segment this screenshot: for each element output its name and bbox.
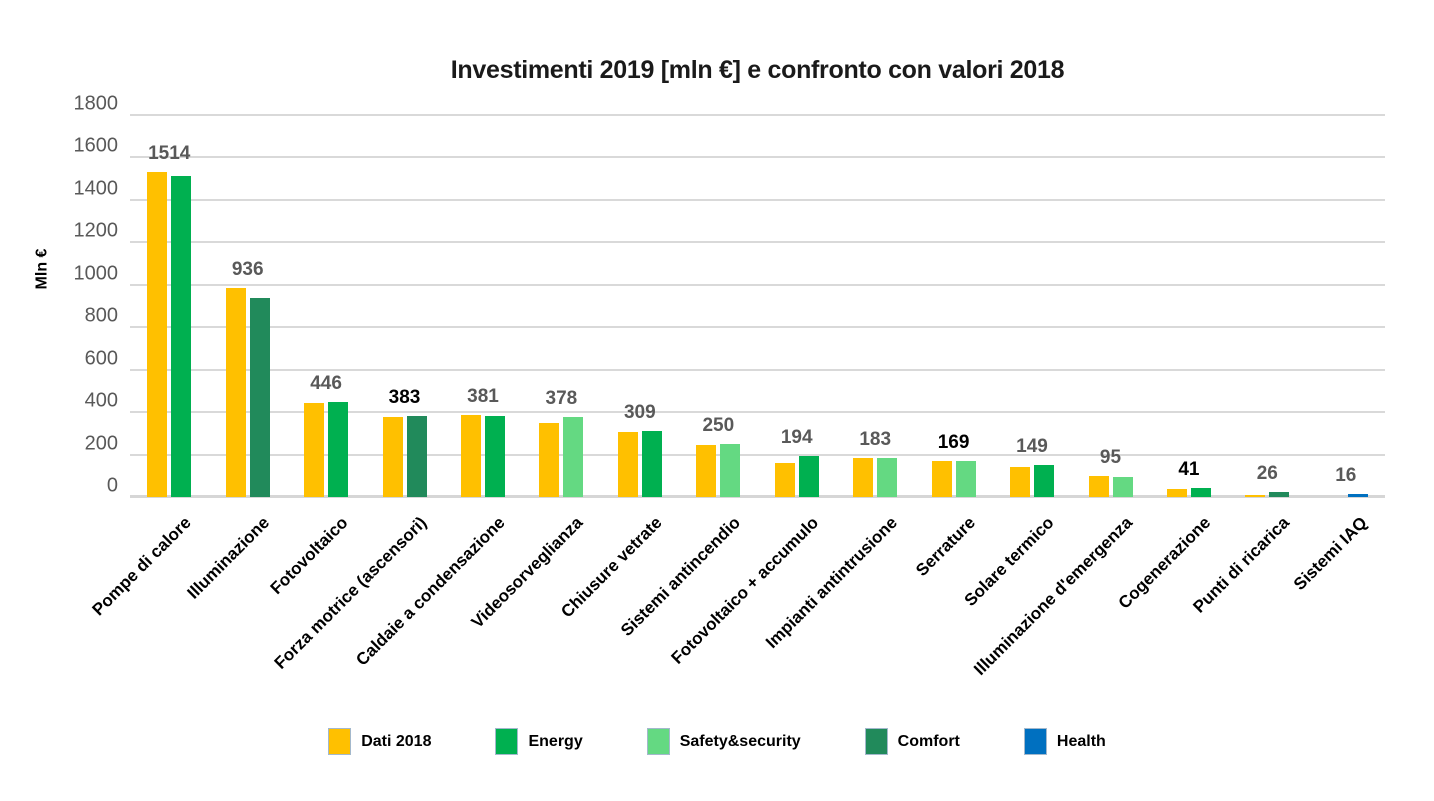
gridline xyxy=(130,156,1385,159)
plot-area: 1514 936 446 383 381 378 309 250 194 183 169 149 95 4… xyxy=(130,114,1385,498)
chart-title: Investimenti 2019 [mln €] e confronto co… xyxy=(450,56,1065,84)
bar-2018 xyxy=(461,415,481,497)
bar-2018 xyxy=(539,422,560,497)
value-label: 194 xyxy=(780,426,813,448)
x-tick-label: Fotovoltaico + accumulo xyxy=(667,513,823,668)
legend-swatch-icon xyxy=(1023,728,1047,755)
legend-item: Dati 2018 xyxy=(328,728,431,755)
value-label: 446 xyxy=(310,373,342,395)
y-tick-label: 1200 xyxy=(73,219,119,242)
bar-2019-energy xyxy=(798,455,819,497)
bar-2018 xyxy=(147,172,168,497)
value-label: 309 xyxy=(623,402,656,424)
value-label: 16 xyxy=(1335,464,1357,486)
x-tick-label: Illuminazione xyxy=(183,513,274,603)
gridline xyxy=(130,198,1385,201)
x-tick-label: Illuminazione d'emergenza xyxy=(969,513,1136,679)
gridline xyxy=(130,283,1385,286)
x-tick-label: Forza motrice (ascensori) xyxy=(270,513,430,673)
legend: Dati 2018 Energy Safety&security Comfort Hea… xyxy=(0,728,1434,755)
bar-2018 xyxy=(304,403,325,497)
y-tick-label: 200 xyxy=(84,432,118,455)
y-tick-label: 1600 xyxy=(73,134,119,157)
legend-swatch-icon xyxy=(646,728,670,755)
bar-2019-comfort xyxy=(1269,491,1290,497)
value-label: 41 xyxy=(1178,459,1200,481)
value-label: 183 xyxy=(859,428,892,450)
bar-2018 xyxy=(774,463,795,497)
y-tick-label: 600 xyxy=(84,347,118,370)
legend-label: Energy xyxy=(528,732,583,750)
y-tick-label: 0 xyxy=(106,474,118,497)
legend-item: Health xyxy=(1023,728,1106,755)
bar-2018 xyxy=(382,417,403,497)
bar-2019-safety xyxy=(563,416,584,497)
bar-2018 xyxy=(696,445,717,497)
bar-2018 xyxy=(931,460,952,497)
bar-2018 xyxy=(1166,489,1187,497)
legend-item: Energy xyxy=(495,728,583,755)
bar-2019-energy xyxy=(1190,488,1211,497)
bar-2019-energy xyxy=(1034,465,1054,497)
gridline xyxy=(130,241,1385,244)
value-label: 936 xyxy=(231,259,264,280)
bar-2019-energy xyxy=(328,402,349,497)
value-label: 383 xyxy=(388,386,421,408)
y-axis: 0 200 400 600 800 1000 1200 1400 1600 1800 xyxy=(0,93,119,497)
bar-2019-energy xyxy=(641,431,662,497)
legend-swatch-icon xyxy=(328,728,352,755)
x-tick-label: Fotovoltaico xyxy=(266,513,352,598)
y-tick-label: 1000 xyxy=(73,262,119,285)
bar-2019-safety xyxy=(877,458,898,497)
bar-2018 xyxy=(1010,467,1030,497)
y-tick-label: 1800 xyxy=(73,92,119,115)
value-label: 378 xyxy=(545,387,578,409)
legend-label: Safety&security xyxy=(679,732,801,750)
bar-2019-safety xyxy=(955,461,976,497)
value-label: 95 xyxy=(1099,446,1122,468)
x-tick-label: Serrature xyxy=(912,513,980,580)
legend-swatch-icon xyxy=(864,728,888,755)
bar-2018 xyxy=(617,432,638,497)
value-label: 169 xyxy=(937,431,970,453)
value-label: 1514 xyxy=(148,143,191,165)
axis-baseline xyxy=(130,495,1385,498)
gridline xyxy=(130,411,1385,414)
y-tick-label: 1400 xyxy=(73,177,119,200)
legend-label: Dati 2018 xyxy=(361,732,432,750)
x-axis-labels: Pompe di calore Illuminazione Fotovoltaico… xyxy=(0,503,1434,703)
gridline xyxy=(130,114,1385,116)
y-tick-label: 800 xyxy=(84,304,118,327)
x-tick-label: Impianti antintrusione xyxy=(761,513,901,652)
legend-label: Health xyxy=(1056,732,1106,750)
value-label: 250 xyxy=(702,414,735,436)
bar-2019-energy xyxy=(171,175,192,497)
legend-swatch-icon xyxy=(495,728,519,755)
bar-2018 xyxy=(225,288,246,497)
legend-item: Safety&security xyxy=(646,728,801,755)
gridline xyxy=(130,368,1385,371)
bar-2018 xyxy=(853,457,874,497)
bar-2019-health xyxy=(1347,493,1368,497)
value-label: 381 xyxy=(467,386,499,408)
x-tick-label: Caldaie a condensazione xyxy=(352,513,509,670)
legend-label: Comfort xyxy=(897,732,960,750)
x-tick-label: Sistemi IAQ xyxy=(1290,513,1372,594)
bar-2018 xyxy=(1088,475,1109,497)
bar-2019-safety xyxy=(1112,476,1133,497)
bar-2019-energy xyxy=(485,416,505,497)
legend-item: Comfort xyxy=(864,728,960,755)
bar-2019-comfort xyxy=(406,415,427,497)
gridline xyxy=(130,453,1385,456)
y-tick-label: 400 xyxy=(84,389,118,412)
value-label: 149 xyxy=(1016,436,1048,458)
value-label: 26 xyxy=(1256,462,1278,484)
bar-2018 xyxy=(1245,494,1266,497)
x-tick-label: Pompe di calore xyxy=(88,513,195,620)
bar-2019-comfort xyxy=(249,298,270,497)
gridline xyxy=(130,326,1385,329)
bar-2019-safety xyxy=(720,443,741,497)
